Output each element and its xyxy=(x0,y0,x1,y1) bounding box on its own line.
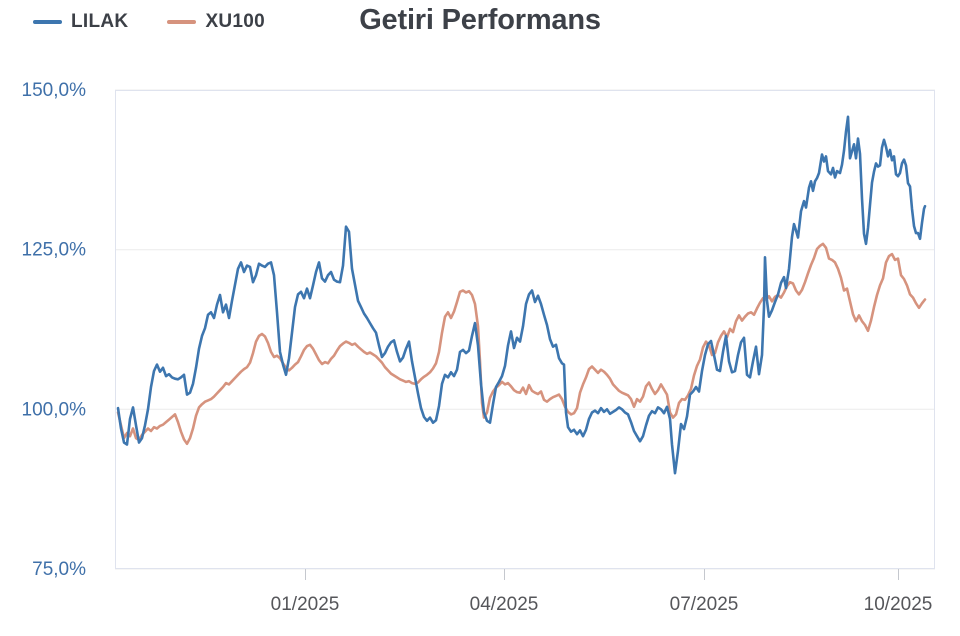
x-axis-label: 04/2025 xyxy=(470,594,539,615)
legend: LILAK XU100 xyxy=(33,11,265,33)
lilak-series-line xyxy=(116,115,927,475)
legend-item-xu100: XU100 xyxy=(167,11,265,33)
y-axis-label: 125,0% xyxy=(22,240,87,261)
x-axis-label: 01/2025 xyxy=(271,594,340,615)
plot-border xyxy=(115,90,935,569)
xu100-legend-label: XU100 xyxy=(205,11,266,32)
y-axis-label: 75,0% xyxy=(32,559,86,580)
legend-item-lilak: LILAK xyxy=(33,11,128,33)
xu100-series-line xyxy=(116,242,927,446)
lilak-legend-label: LILAK xyxy=(71,11,129,32)
x-axis-label: 07/2025 xyxy=(670,594,739,615)
x-axis-label: 10/2025 xyxy=(864,594,933,615)
lilak-line-swatch-icon xyxy=(33,20,62,24)
chart-title: Getiri Performans xyxy=(359,4,601,36)
y-axis-label: 100,0% xyxy=(22,399,87,420)
xu100-line-swatch-icon xyxy=(167,20,197,24)
y-axis-label: 150,0% xyxy=(22,80,87,101)
